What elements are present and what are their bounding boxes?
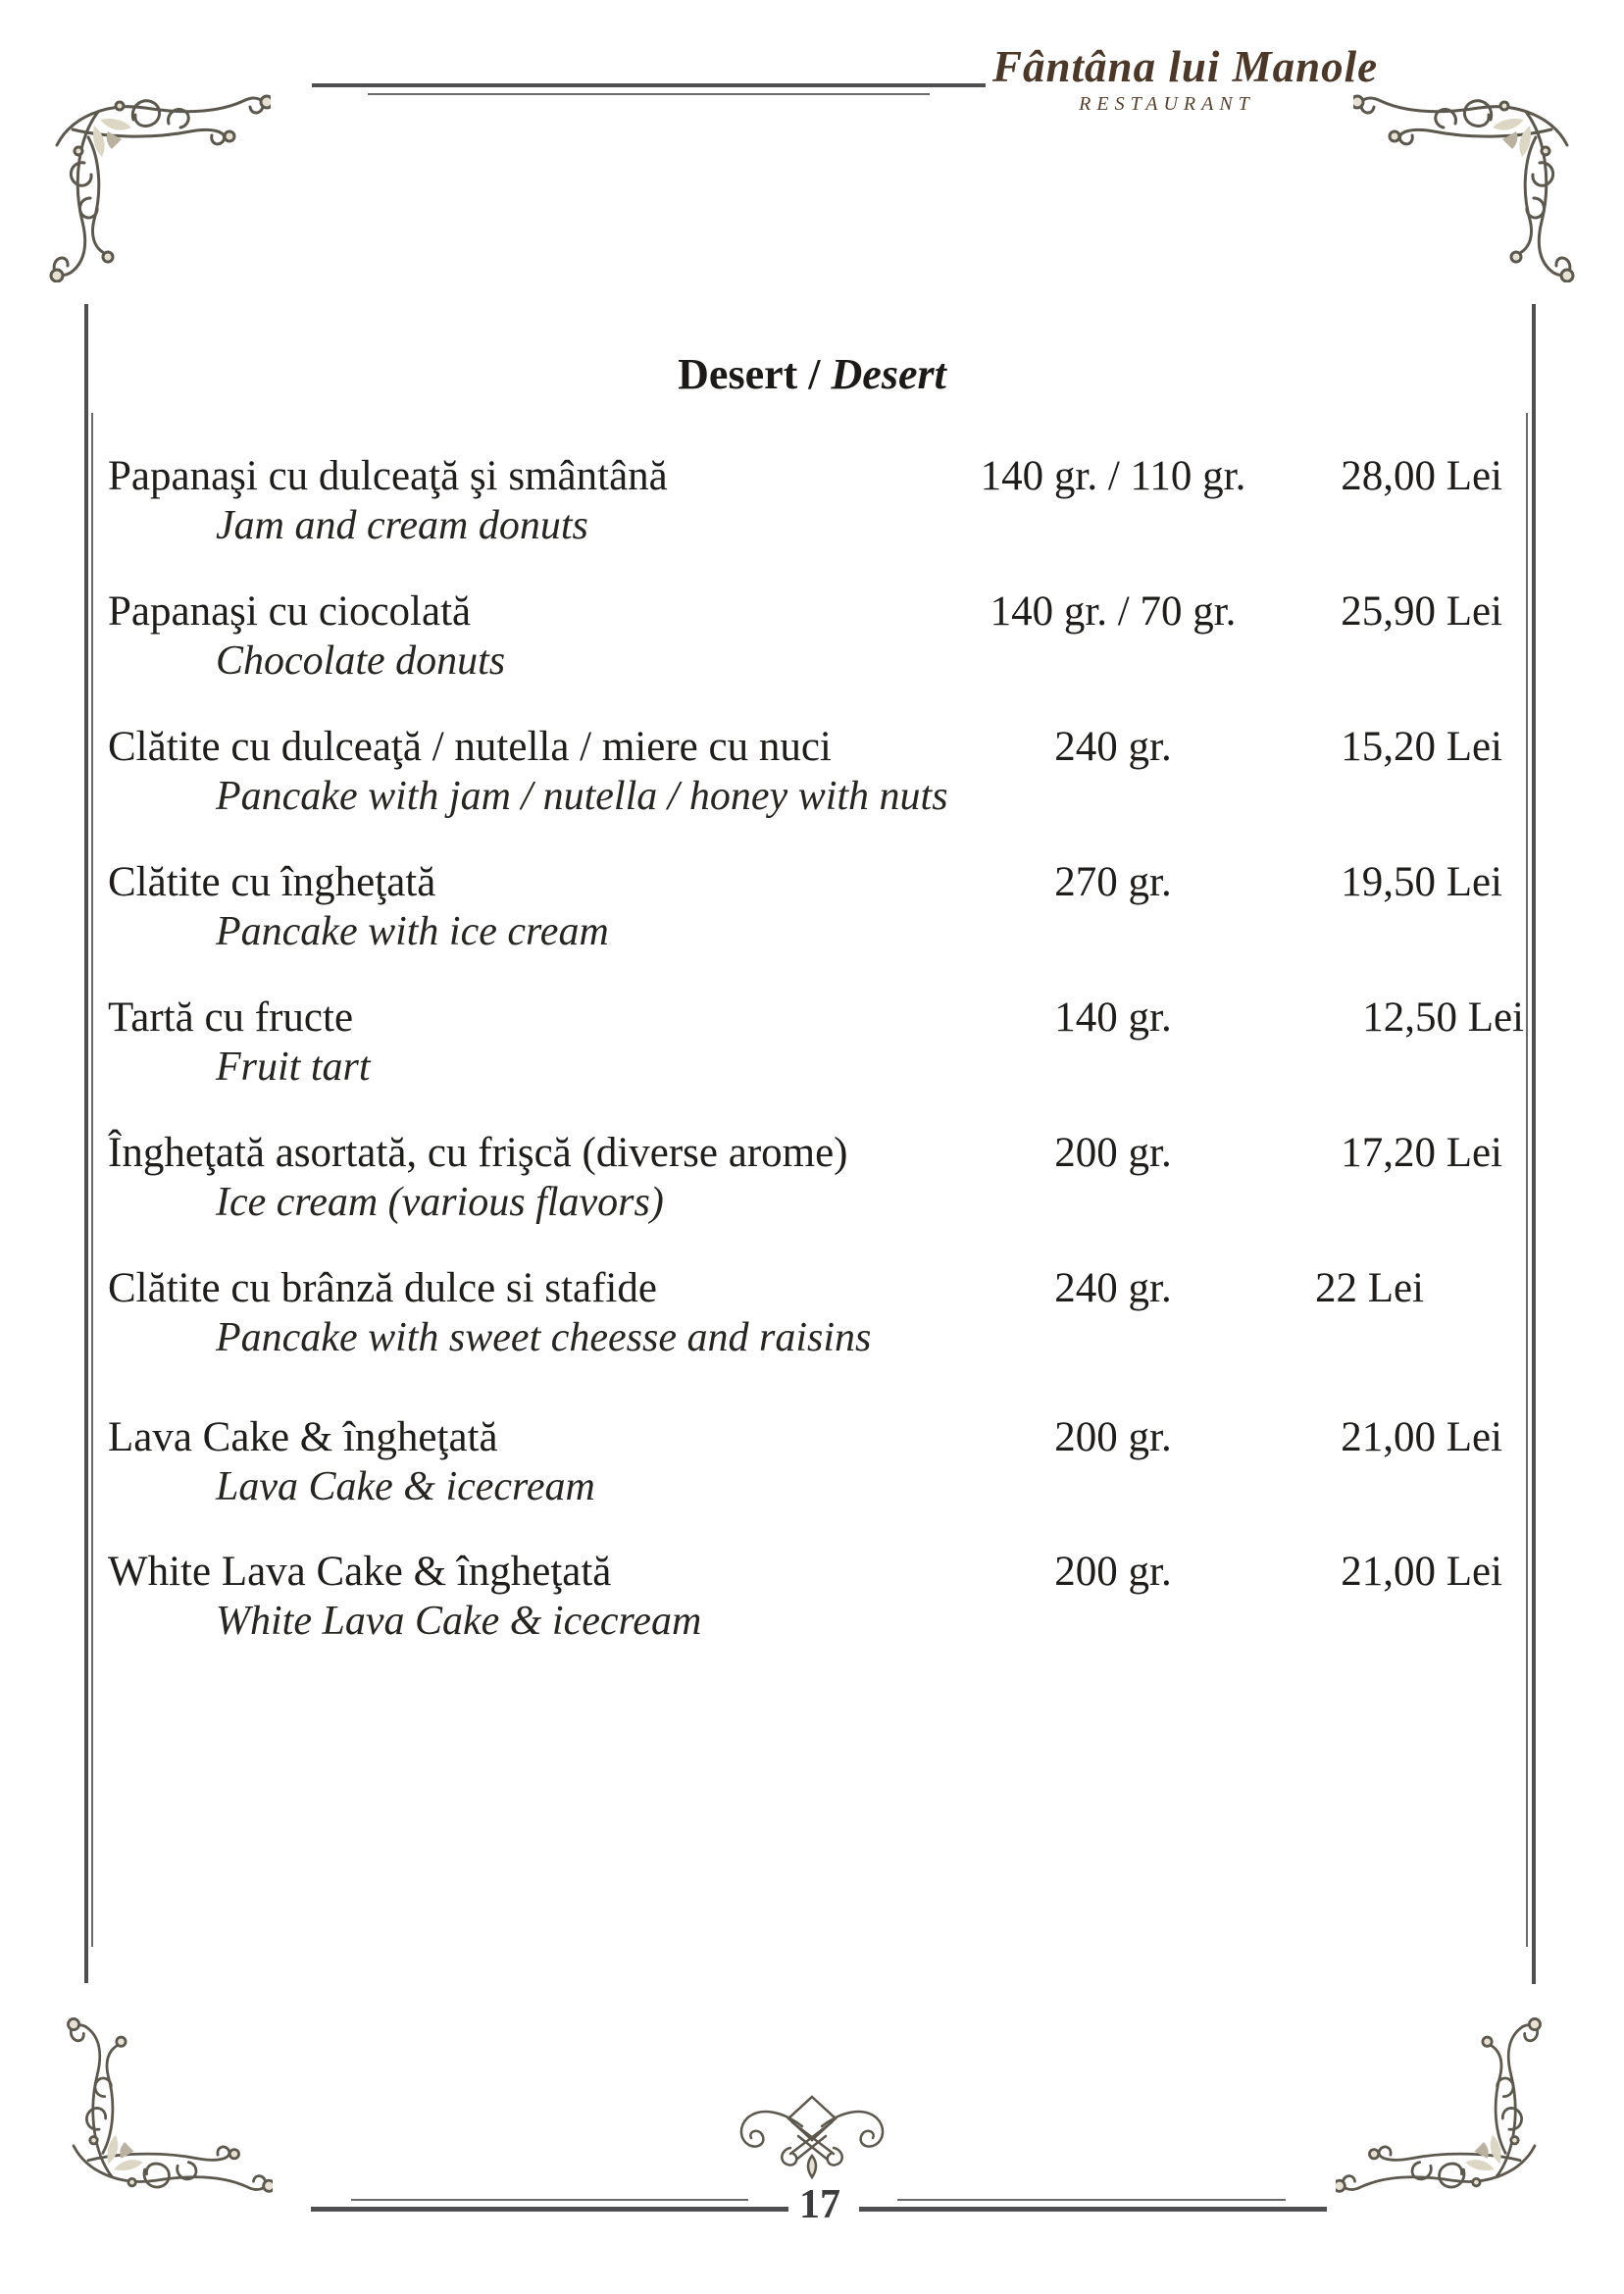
item-weight: 200 gr. [1054,1414,1172,1460]
right-border-line [1532,304,1536,1984]
right-border-line-inner [1526,413,1528,1947]
menu-item-row: Papanaşi cu ciocolată Chocolate donuts 140… [0,586,1624,694]
footer-rule-thick-right [859,2207,1327,2212]
corner-flourish-icon [1353,94,1575,282]
footer-flourish-icon [739,2095,885,2179]
item-price: 17,20 Lei [1341,1130,1502,1176]
item-weight: 140 gr. [1054,994,1172,1041]
menu-item-row: Tartă cu fructe Fruit tart 140 gr. 12,50 Le… [0,993,1624,1100]
footer-rule-thin-left [351,2199,748,2201]
restaurant-subtitle: RESTAURANT [1079,93,1255,115]
item-weight: 200 gr. [1054,1549,1172,1595]
item-price: 25,90 Lei [1341,588,1502,635]
item-price: 28,00 Lei [1341,453,1502,499]
menu-item-row: Clătite cu dulceaţă / nutella / miere cu… [0,722,1624,830]
item-weight: 140 gr. / 110 gr. [980,453,1246,499]
item-translation: Chocolate donuts [216,638,506,684]
item-weight: 200 gr. [1054,1130,1172,1176]
menu-item-row: Îngheţată asortată, cu frişcă (diverse a… [0,1128,1624,1236]
footer-rule-thick-left [311,2207,788,2212]
corner-flourish-icon [49,94,271,282]
item-translation: Jam and cream donuts [216,503,588,548]
item-name: White Lava Cake & îngheţată [108,1549,612,1595]
item-translation: Fruit tart [216,1045,371,1090]
left-border-line [84,304,88,1983]
item-translation: Lava Cake & icecream [216,1464,595,1509]
item-price: 21,00 Lei [1341,1549,1502,1595]
item-price: 22 Lei [1314,1265,1424,1311]
item-translation: White Lava Cake & icecream [216,1599,702,1644]
left-border-line-inner [91,413,93,1947]
item-name: Clătite cu dulceaţă / nutella / miere cu… [108,724,832,770]
item-name: Papanaşi cu dulceaţă şi smântână [108,453,668,499]
item-weight: 270 gr. [1054,859,1172,905]
item-price: 19,50 Lei [1341,859,1502,905]
corner-flourish-icon [1336,2017,1542,2193]
footer-rule-thin-right [897,2199,1286,2201]
item-weight: 240 gr. [1054,1265,1172,1311]
restaurant-logo: Fântâna lui Manole RESTAURANT [992,41,1379,116]
menu-item-row: Clătite cu brânză dulce si stafide Pancak… [0,1263,1624,1371]
item-weight: 240 gr. [1054,724,1172,770]
page-title-separator: / [797,350,832,398]
corner-flourish-icon [67,2017,273,2193]
item-name: Îngheţată asortată, cu frişcă (diverse a… [108,1130,848,1176]
item-translation: Ice cream (various flavors) [216,1180,664,1225]
item-price: 21,00 Lei [1341,1414,1502,1460]
menu-item-row: Papanaşi cu dulceaţă şi smântână Jam and … [0,451,1624,559]
item-translation: Pancake with jam / nutella / honey with … [216,774,948,819]
item-translation: Pancake with sweet cheesse and raisins [216,1315,872,1360]
item-name: Lava Cake & îngheţată [108,1414,498,1460]
item-name: Tartă cu fructe [108,994,354,1041]
page-title-ro: Desert [678,350,798,398]
page-title: Desert / Desert [0,349,1624,400]
item-translation: Pancake with ice cream [216,909,609,954]
header-rule-thick [312,83,986,87]
page-title-en: Desert [831,350,946,398]
page-number: 17 [799,2182,840,2227]
item-name: Clătite cu brânză dulce si stafide [108,1265,657,1311]
item-weight: 140 gr. / 70 gr. [990,588,1237,635]
item-name: Clătite cu îngheţată [108,859,436,905]
header-rule-thin [368,93,930,95]
item-price: 15,20 Lei [1341,724,1502,770]
menu-item-row: Clătite cu îngheţată Pancake with ice cre… [0,857,1624,965]
item-price: 12,50 Lei [1362,994,1524,1041]
menu-item-row: White Lava Cake & îngheţată White Lava Ca… [0,1547,1624,1655]
item-name: Papanaşi cu ciocolată [108,588,472,635]
menu-item-row: Lava Cake & îngheţată Lava Cake & icecrea… [0,1412,1624,1520]
restaurant-name: Fântâna lui Manole [992,42,1379,91]
